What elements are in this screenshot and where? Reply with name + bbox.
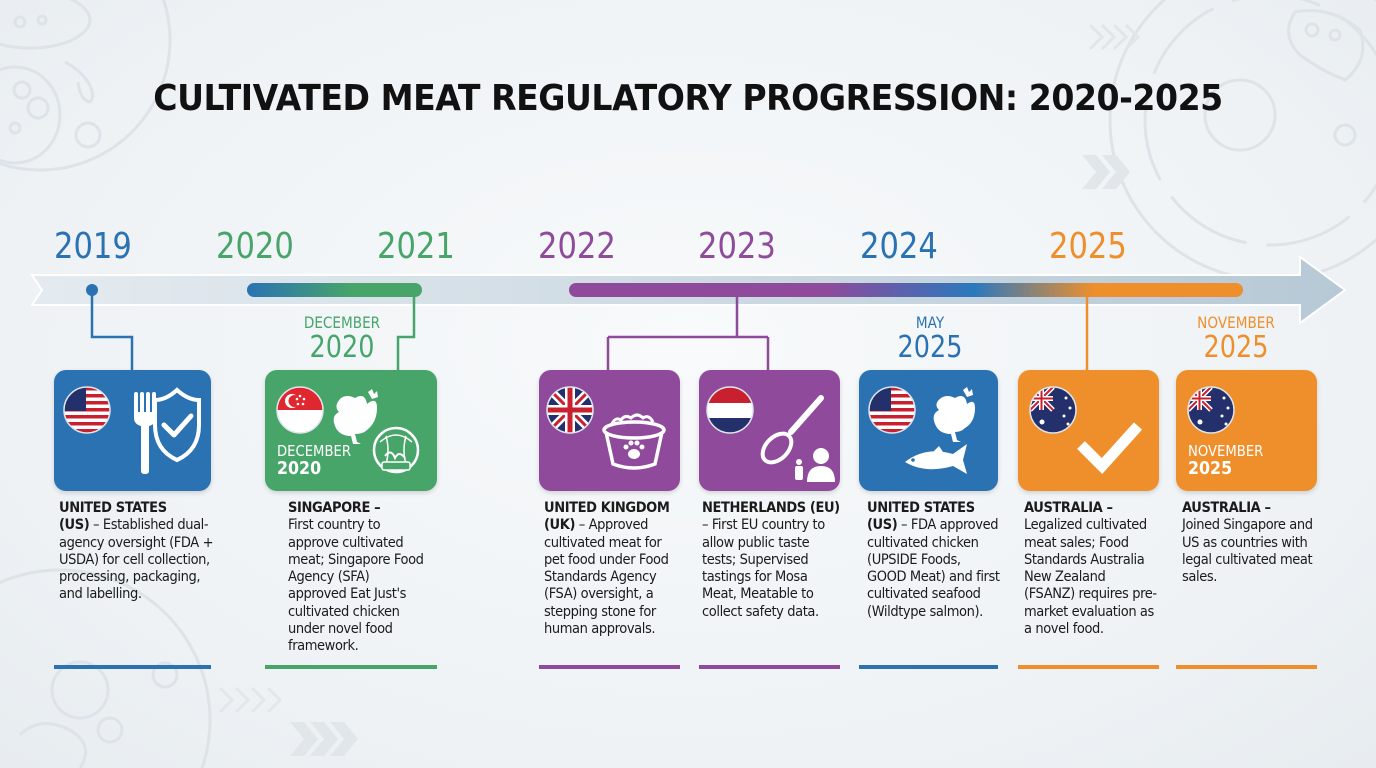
sub-date-year: 2020 — [309, 330, 375, 365]
year-label-2020: 2020 — [216, 226, 294, 267]
year-label-2023: 2023 — [698, 226, 776, 267]
milestone-heading-abbr: (UK) — [544, 517, 576, 534]
sub-date-year: 2025 — [897, 330, 963, 365]
spoon-icon — [760, 395, 824, 465]
year-label-2022: 2022 — [538, 226, 616, 267]
milestone-text: First country to approve cultivated meat… — [288, 517, 424, 655]
year-label-2025: 2025 — [1049, 226, 1127, 267]
taster-icon — [795, 448, 835, 482]
milestone-heading-abbr: (US) — [867, 517, 898, 534]
milestone-description-australia-nov-2025: AUSTRALIA – Joined Singapore and US as c… — [1182, 500, 1317, 586]
milestone-card-australia-nov-2025: NOVEMBER 2025 — [1176, 370, 1317, 491]
milestone-heading: AUSTRALIA – — [1182, 500, 1271, 516]
milestone-description-australia-2025: AUSTRALIA – Legalized cultivated meat sa… — [1024, 500, 1159, 638]
milestone-description-netherlands: NETHERLANDS (EU) – First EU country to a… — [702, 500, 842, 621]
sub-date-month: MAY — [915, 313, 945, 332]
milestone-text: – FDA approved cultivated chicken (UPSID… — [867, 517, 1000, 620]
year-label-2019: 2019 — [54, 226, 132, 267]
divider-australia-2025 — [1018, 665, 1159, 669]
milestone-heading: UNITED STATES — [867, 500, 975, 516]
card-date-label: DECEMBER 2020 — [277, 444, 361, 479]
card-date-year: 2025 — [1188, 458, 1233, 480]
milestone-card-australia-2025 — [1018, 370, 1159, 491]
checkmark-icon — [1077, 422, 1143, 474]
divider-singapore — [265, 665, 437, 669]
milestone-text: Joined Singapore and US as countries wit… — [1182, 517, 1313, 586]
fish-icon — [905, 444, 967, 474]
milestone-card-us-2019 — [54, 370, 211, 491]
milestone-text: Legalized cultivated meat sales; Food St… — [1024, 517, 1157, 638]
us-flag — [63, 386, 111, 434]
netherlands-flag — [706, 386, 754, 434]
sub-date-november-2025: NOVEMBER 2025 — [1186, 315, 1286, 363]
milestone-heading: AUSTRALIA – — [1024, 500, 1113, 516]
divider-uk — [539, 665, 680, 669]
card-date-month: NOVEMBER — [1188, 442, 1264, 461]
australia-flag — [1187, 386, 1235, 434]
milestone-description-us-2024: UNITED STATES (US) – FDA approved cultiv… — [867, 500, 1002, 621]
milestone-card-uk — [539, 370, 680, 491]
halal-icon — [372, 426, 420, 474]
sub-date-december-2020: DECEMBER 2020 — [292, 315, 392, 363]
divider-netherlands — [699, 665, 840, 669]
singapore-flag — [276, 386, 324, 434]
card-date-label: NOVEMBER 2025 — [1188, 444, 1274, 479]
milestone-text: – Approved cultivated meat for pet food … — [544, 517, 669, 638]
milestone-heading: UNITED KINGDOM — [544, 500, 670, 516]
chicken-icon — [333, 389, 378, 444]
chicken-icon — [933, 387, 975, 442]
milestone-heading-abbr: (US) — [59, 517, 90, 534]
year-label-2021: 2021 — [377, 226, 455, 267]
pet-bowl-icon — [602, 413, 666, 470]
divider-us-2024 — [859, 665, 998, 669]
milestone-card-netherlands — [699, 370, 840, 491]
sub-date-month: NOVEMBER — [1197, 313, 1275, 332]
milestone-card-us-2024 — [859, 370, 998, 491]
divider-us-2019 — [54, 665, 211, 669]
milestone-description-us-2019: UNITED STATES (US) – Established dual-ag… — [59, 500, 224, 604]
timeline-arrow — [30, 255, 1347, 325]
australia-flag — [1029, 386, 1077, 434]
card-date-year: 2020 — [277, 458, 322, 480]
year-label-2024: 2024 — [860, 226, 938, 267]
us-flag — [868, 386, 916, 434]
card-date-month: DECEMBER — [277, 442, 352, 461]
shield-check-icon — [153, 387, 201, 463]
sub-date-month: DECEMBER — [303, 313, 381, 332]
sub-date-year: 2025 — [1203, 330, 1269, 365]
milestone-text: – First EU country to allow public taste… — [702, 517, 825, 620]
milestone-description-singapore: SINGAPORE – First country to approve cul… — [288, 500, 428, 656]
divider-australia-nov-2025 — [1176, 665, 1317, 669]
milestone-heading: UNITED STATES — [59, 500, 167, 516]
sub-date-may-2025: MAY 2025 — [880, 315, 980, 363]
milestone-heading: SINGAPORE – — [288, 500, 381, 516]
milestone-card-singapore: DECEMBER 2020 — [265, 370, 437, 491]
milestone-description-uk: UNITED KINGDOM (UK) – Approved cultivate… — [544, 500, 684, 638]
milestone-heading: NETHERLANDS (EU) — [702, 500, 840, 516]
page-title: CULTIVATED MEAT REGULATORY PROGRESSION: … — [153, 78, 1223, 119]
uk-flag — [546, 386, 594, 434]
milestone-text: – Established dual-agency oversight (FDA… — [59, 517, 214, 603]
